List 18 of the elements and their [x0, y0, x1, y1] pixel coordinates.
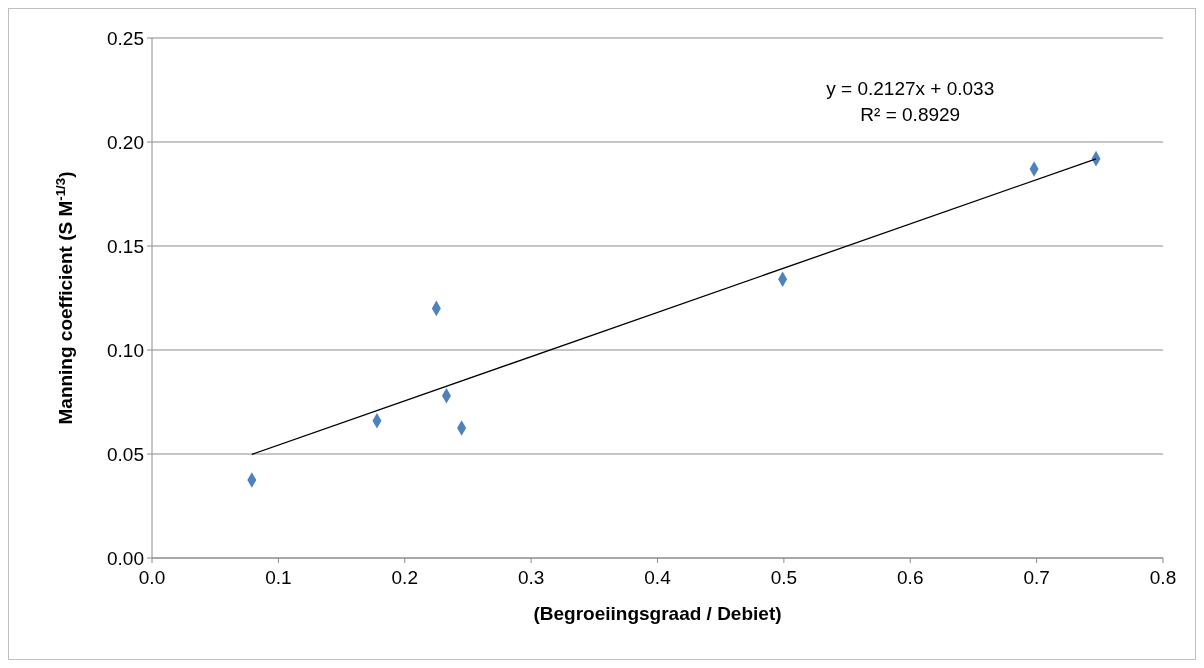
y-tick-label: 0.05 — [107, 443, 144, 465]
y-tick-label: 0.00 — [107, 547, 144, 569]
y-tick-label: 0.20 — [107, 131, 144, 153]
x-tick-label: 0.2 — [391, 567, 418, 588]
x-tick-label: 0.4 — [644, 567, 672, 588]
x-tick-label: 0.6 — [897, 567, 924, 588]
x-tick-label: 0.0 — [138, 567, 166, 588]
y-tick-label: 0.15 — [107, 235, 144, 257]
x-tick-label: 0.8 — [1149, 567, 1177, 588]
x-tick-label: 0.1 — [265, 567, 292, 588]
y-tick-label: 0.25 — [107, 27, 144, 49]
annotation: y = 0.2127x + 0.033 — [826, 78, 995, 99]
x-tick-label: 0.7 — [1023, 567, 1050, 588]
x-axis-title: (Begroeiingsgraad / Debiet) — [533, 603, 782, 624]
annotation: R² = 0.8929 — [860, 104, 961, 125]
x-tick-label: 0.5 — [770, 567, 798, 588]
y-tick-label: 0.10 — [107, 339, 144, 361]
x-tick-label: 0.3 — [517, 567, 545, 588]
